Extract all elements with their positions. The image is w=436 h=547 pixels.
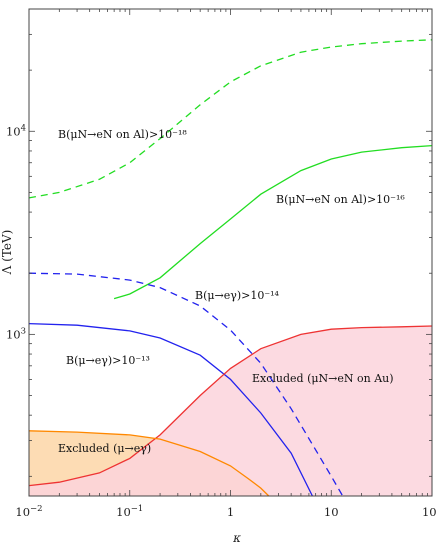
annotation-al-1e-18: B(μN→eN on Al)>10⁻¹⁸	[58, 128, 187, 141]
curve-blue-dashed	[28, 272, 344, 497]
x-tick-label: 1	[227, 505, 234, 519]
annotation-excluded-au: Excluded (μN→eN on Au)	[252, 372, 394, 385]
y-tick-label: 104	[6, 123, 26, 138]
y-axis-title: Λ (TeV)	[0, 230, 14, 276]
curve-green-dashed	[28, 39, 433, 199]
x-tick-label: 10−2	[15, 504, 42, 519]
axis-ticks: 10−2 10−1 1 10 102 103 104	[6, 8, 436, 519]
curve-blue-solid	[28, 322, 313, 497]
annotation-meg-1e-13: B(μ→eγ)>10⁻¹³	[66, 354, 150, 367]
x-tick-label: 102	[422, 504, 436, 519]
excluded-regions	[29, 326, 432, 496]
curve-green-solid	[113, 144, 433, 300]
curve-orange-solid	[28, 430, 270, 497]
curve-red-solid	[28, 325, 433, 487]
y-tick-label: 103	[6, 326, 26, 341]
annotation-excluded-meg: Excluded (μ→eγ)	[58, 442, 151, 455]
x-tick-label: 10	[324, 505, 339, 519]
annotation-al-1e-16: B(μN→eN on Al)>10⁻¹⁶	[276, 193, 405, 206]
series-layer	[28, 39, 433, 497]
annotation-meg-1e-14: B(μ→eγ)>10⁻¹⁴	[195, 289, 280, 302]
region-excluded-mu-e-conversion-au	[29, 326, 432, 496]
x-axis-title: κ	[232, 531, 241, 545]
x-tick-label: 10−1	[116, 504, 143, 519]
